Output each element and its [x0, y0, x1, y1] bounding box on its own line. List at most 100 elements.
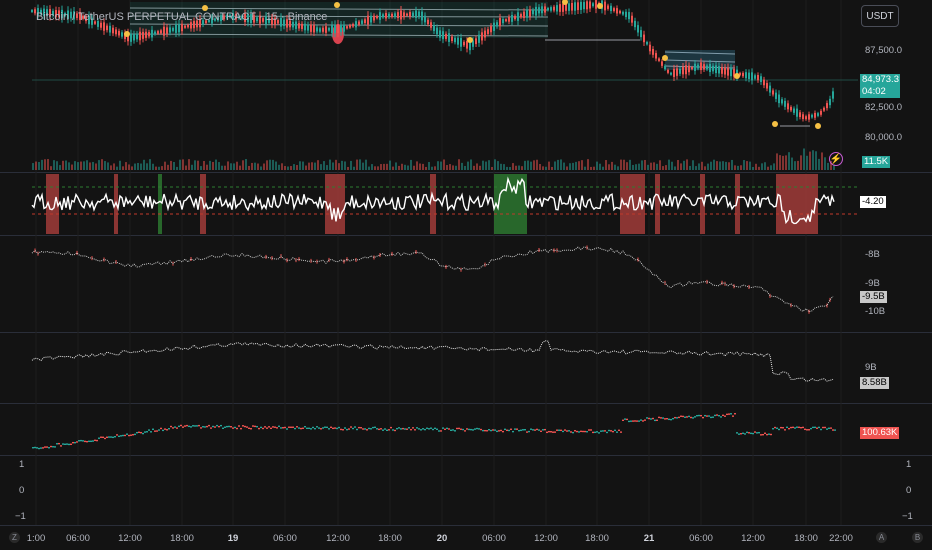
candle [337, 24, 339, 33]
indicator-dot [404, 428, 406, 430]
indicator-dot [40, 447, 42, 449]
volume-bar [401, 163, 403, 170]
volume-bar [629, 159, 631, 170]
time-axis-label: 06:00 [273, 533, 297, 544]
volume-bar [101, 159, 103, 170]
indicator-dot [748, 432, 750, 434]
indicator-dot [616, 431, 618, 433]
volume-bar [335, 159, 337, 170]
indicator-dot [206, 425, 208, 428]
indicator-line-pane[interactable] [32, 413, 836, 450]
candle [352, 23, 354, 27]
candle [274, 17, 276, 25]
candle [652, 48, 654, 55]
volume-bar [392, 166, 394, 170]
indicator-dot [172, 427, 174, 429]
indicator-dot [374, 426, 376, 429]
volume-bar [329, 159, 331, 170]
lightning-icon[interactable]: ⚡ [829, 152, 843, 166]
time-axis-label: 21 [643, 533, 655, 544]
auto-scale-button[interactable]: A [876, 532, 887, 543]
candle [427, 19, 429, 25]
volume-bar [116, 166, 118, 170]
currency-button[interactable]: USDT [861, 5, 899, 27]
cumulative-delta-pane[interactable] [31, 245, 834, 314]
volume-bar [122, 166, 124, 170]
signal-dot [772, 121, 778, 127]
indicator-dot [692, 417, 694, 419]
open-interest-pane[interactable] [31, 340, 834, 382]
indicator-dot [780, 426, 782, 429]
candle [508, 16, 510, 22]
volume-bar [593, 166, 595, 170]
volume-bar [440, 161, 442, 170]
candle [133, 33, 135, 41]
volume-bar [815, 151, 817, 170]
volume-bar [185, 165, 187, 170]
volume-bar [572, 162, 574, 170]
candle [544, 6, 546, 13]
oscillator-pane[interactable] [31, 174, 858, 234]
volume-bar [83, 161, 85, 170]
candle [253, 15, 255, 23]
candle [142, 31, 144, 39]
candle [154, 31, 156, 35]
candle [412, 12, 414, 17]
indicator-dot [586, 431, 588, 433]
indicator-dot [664, 418, 666, 420]
indicator-dot [232, 427, 234, 429]
indicator-dot [368, 427, 370, 430]
indicator-dot [454, 430, 456, 432]
symbol-title[interactable]: Bitcoin / TetherUS PERPETUAL CONTRACT · … [36, 11, 328, 23]
indicator-dot [712, 416, 714, 418]
volume-bar [140, 163, 142, 170]
volume-bar [86, 160, 88, 170]
indicator-dot [162, 429, 164, 432]
volume-bar [485, 161, 487, 170]
candle [817, 113, 819, 116]
candle [235, 13, 237, 20]
time-axis-label: 1:00 [26, 533, 46, 544]
indicator-dot [834, 429, 836, 431]
volume-bar [635, 164, 637, 170]
zoom-button[interactable]: Z [9, 532, 20, 543]
volume-bar [290, 166, 292, 170]
candle [421, 11, 423, 21]
indicator-dot [436, 428, 438, 430]
indicator-dot [760, 434, 762, 436]
volume-bar [191, 164, 193, 170]
volume-bar [542, 166, 544, 170]
indicator-dot [286, 428, 288, 430]
indicator-dot [208, 424, 210, 427]
indicator-dot [228, 425, 230, 428]
indicator-dot [698, 414, 700, 417]
indicator-dot [758, 431, 760, 434]
indicator-dot [528, 430, 530, 433]
indicator-dot [596, 431, 598, 433]
volume-bar [431, 166, 433, 170]
volume-bar [200, 166, 202, 170]
candle [208, 20, 210, 23]
main-price-pane[interactable] [31, 0, 858, 170]
volume-bar [806, 155, 808, 170]
candle [811, 114, 813, 118]
candle [658, 58, 660, 61]
chart-settings-button[interactable]: B [912, 532, 923, 543]
indicator-dot [408, 427, 410, 429]
indicator-dot [306, 427, 308, 430]
candle [397, 12, 399, 19]
volume-bar [794, 161, 796, 170]
candle [286, 19, 288, 28]
indicator-dot [188, 425, 190, 428]
candle [184, 25, 186, 28]
candle [100, 22, 102, 28]
candle [388, 13, 390, 18]
indicator-dot [400, 428, 402, 430]
indicator-dot [122, 434, 124, 437]
volume-bar [371, 164, 373, 170]
indicator-dot [86, 440, 88, 443]
candle [67, 10, 69, 19]
indicator-dot [666, 418, 668, 420]
